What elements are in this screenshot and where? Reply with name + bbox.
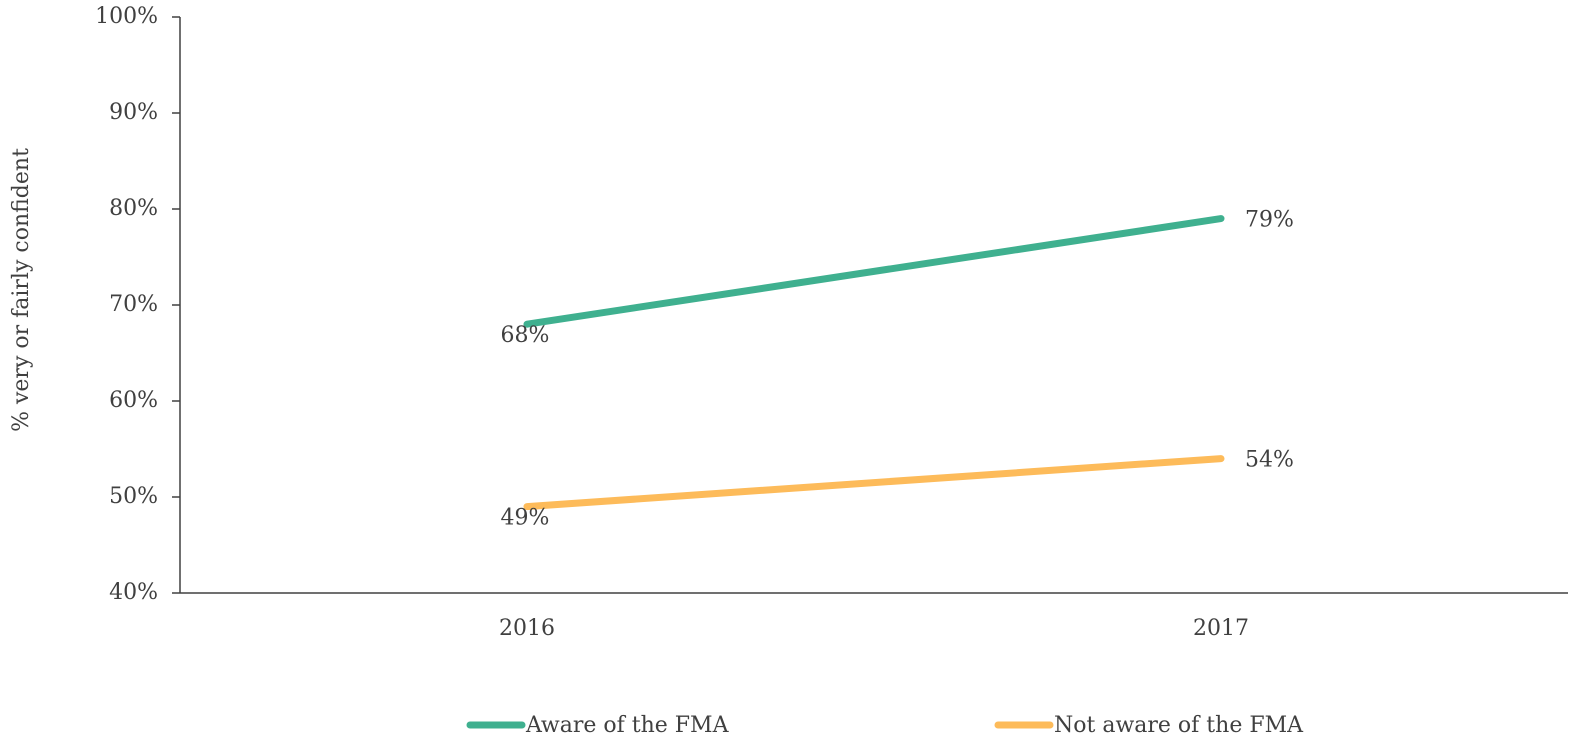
series-line: [523, 455, 1225, 511]
legend-label: Aware of the FMA: [525, 713, 730, 738]
data-label: 68%: [501, 323, 550, 348]
data-label: 79%: [1245, 208, 1294, 233]
legend-label: Not aware of the FMA: [1054, 713, 1304, 738]
x-tick-label: 2017: [1193, 616, 1249, 641]
y-tick-label: 90%: [109, 100, 158, 125]
series-line: [523, 215, 1225, 328]
y-tick-label: 60%: [109, 388, 158, 413]
y-axis-title: % very or fairly confident: [9, 148, 34, 432]
y-tick-label: 70%: [109, 292, 158, 317]
y-tick-label: 80%: [109, 196, 158, 221]
y-tick-label: 50%: [109, 484, 158, 509]
y-tick-label: 40%: [109, 580, 158, 605]
data-label: 49%: [501, 506, 550, 531]
x-tick-label: 2016: [499, 616, 555, 641]
y-tick-label: 100%: [95, 4, 158, 29]
data-label: 54%: [1245, 448, 1294, 473]
